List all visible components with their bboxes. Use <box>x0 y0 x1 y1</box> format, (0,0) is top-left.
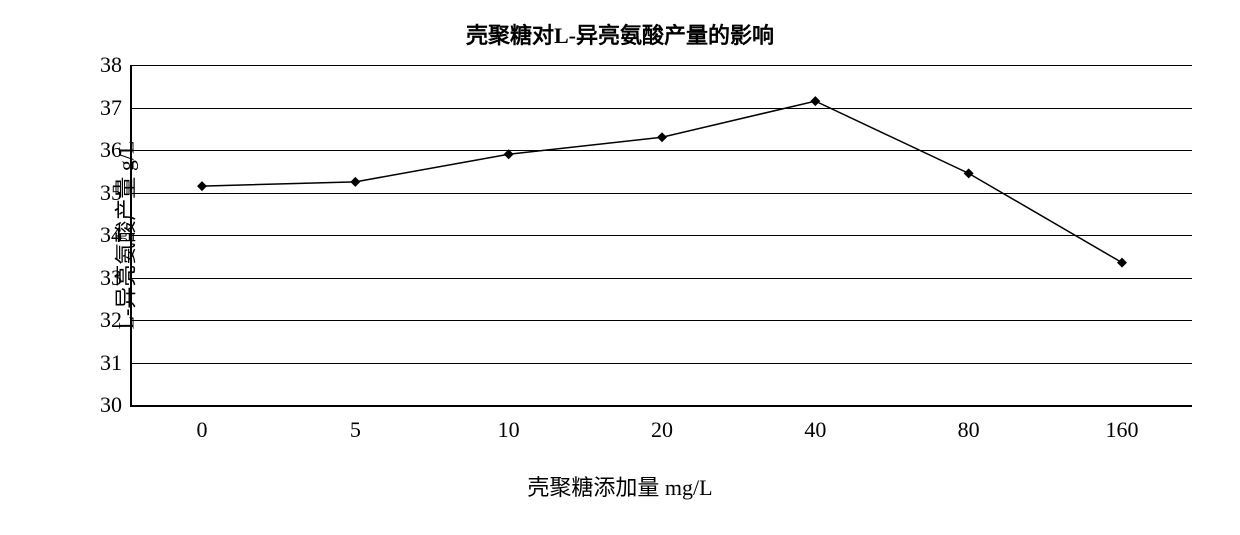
xtick-label: 80 <box>958 417 980 443</box>
gridline <box>132 193 1192 194</box>
data-marker <box>964 168 974 178</box>
ytick-label: 30 <box>100 392 122 418</box>
ytick-label: 31 <box>100 350 122 376</box>
ytick-label: 32 <box>100 307 122 333</box>
ytick-label: 36 <box>100 137 122 163</box>
gridline <box>132 278 1192 279</box>
gridline <box>132 150 1192 151</box>
gridline <box>132 65 1192 66</box>
data-marker <box>810 96 820 106</box>
xtick-label: 160 <box>1106 417 1139 443</box>
data-marker <box>197 181 207 191</box>
x-axis-label: 壳聚糖添加量 mg/L <box>0 470 1240 502</box>
xtick-label: 20 <box>651 417 673 443</box>
data-marker <box>657 132 667 142</box>
chart-title: 壳聚糖对L-异亮氨酸产量的影响 <box>0 18 1240 50</box>
ytick-label: 34 <box>100 222 122 248</box>
data-line <box>202 101 1122 263</box>
gridline <box>132 363 1192 364</box>
data-marker <box>1117 258 1127 268</box>
gridline <box>132 235 1192 236</box>
ytick-label: 38 <box>100 52 122 78</box>
plot-area: 3031323334353637380510204080160 <box>130 65 1192 407</box>
gridline <box>132 320 1192 321</box>
ytick-label: 33 <box>100 265 122 291</box>
chart-container: 壳聚糖对L-异亮氨酸产量的影响 L-异亮氨酸产量 g/L 30313233343… <box>0 0 1240 535</box>
data-marker <box>350 177 360 187</box>
ytick-label: 37 <box>100 95 122 121</box>
gridline <box>132 108 1192 109</box>
xtick-label: 10 <box>498 417 520 443</box>
ytick-label: 35 <box>100 180 122 206</box>
xtick-label: 0 <box>197 417 208 443</box>
xtick-label: 40 <box>804 417 826 443</box>
xtick-label: 5 <box>350 417 361 443</box>
